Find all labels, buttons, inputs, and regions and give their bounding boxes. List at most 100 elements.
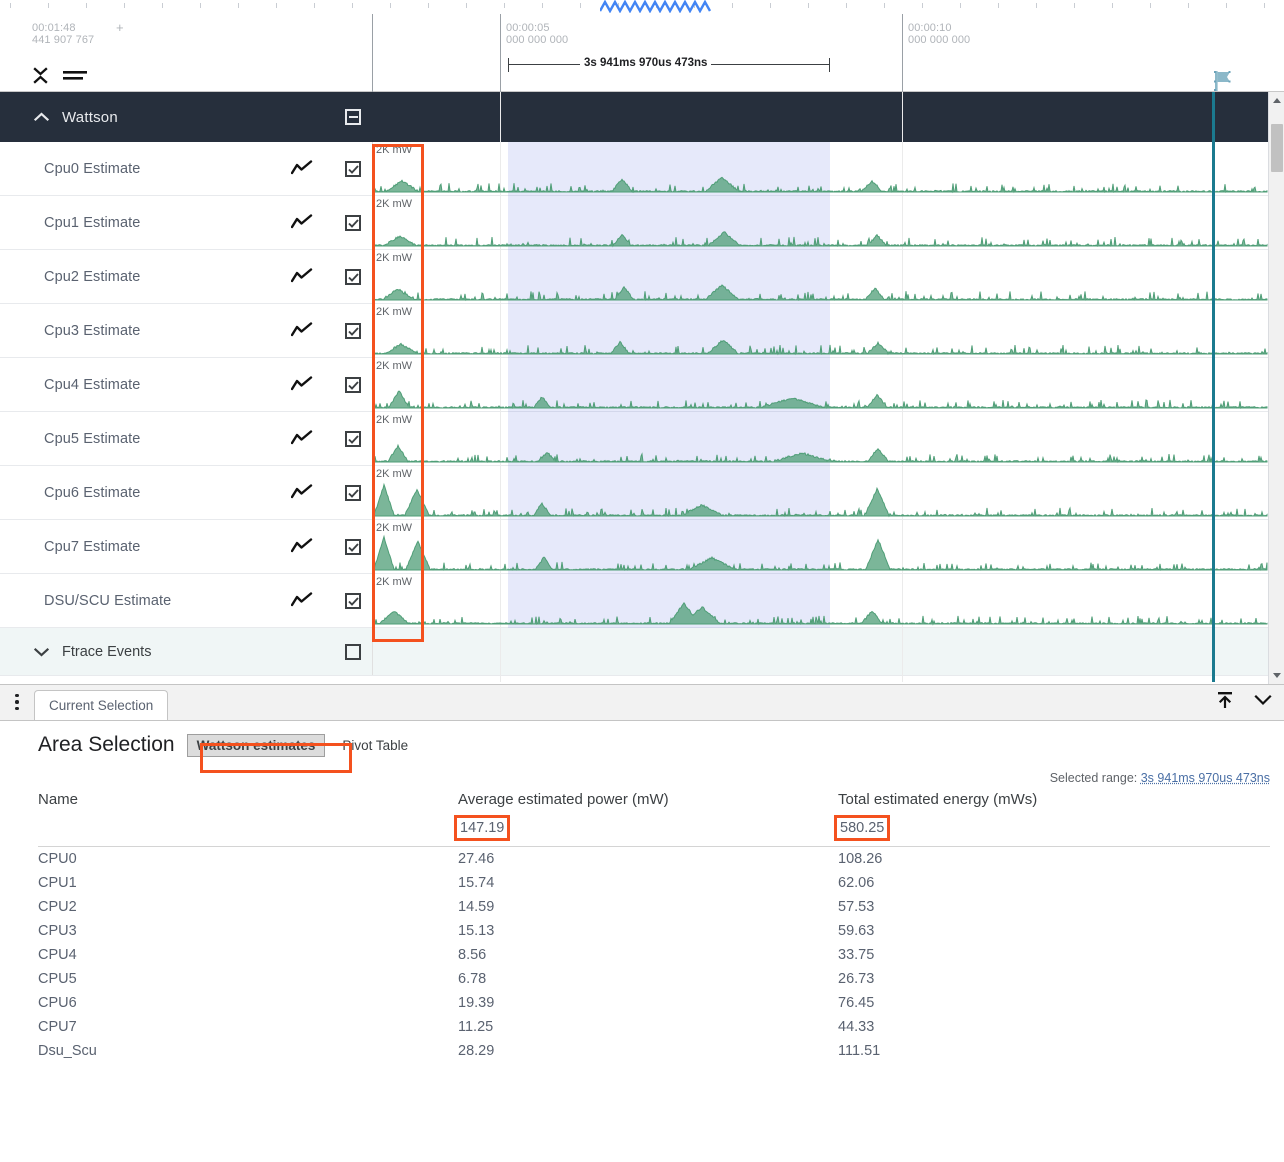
tab-current-selection[interactable]: Current Selection xyxy=(34,690,169,720)
ruler-gridline xyxy=(902,14,903,92)
power-waveform xyxy=(372,534,1268,572)
track-visibility-checkbox[interactable] xyxy=(345,377,361,393)
chart-gridline xyxy=(500,520,501,574)
line-chart-icon[interactable] xyxy=(290,538,313,559)
ruler-origin-time: 00:01:48 441 907 767 xyxy=(32,22,94,46)
scroll-up-button[interactable] xyxy=(1269,92,1284,109)
overview-tick xyxy=(580,3,581,8)
axis-unit-label: 2K mW xyxy=(376,468,413,480)
cell-avg: 8.56 xyxy=(458,947,487,963)
overview-tick-marks xyxy=(0,3,1284,9)
timeline-cursor-line xyxy=(1212,304,1215,358)
axis-unit-label: 2K mW xyxy=(376,252,413,264)
track-row[interactable]: Cpu3 Estimate 2K mW xyxy=(0,304,1268,358)
track-chart-canvas[interactable]: 2K mW xyxy=(372,520,1268,574)
scrollbar-thumb[interactable] xyxy=(1271,124,1283,172)
line-chart-icon[interactable] xyxy=(290,484,313,505)
kebab-menu-icon[interactable] xyxy=(0,684,34,720)
track-row[interactable]: Cpu6 Estimate 2K mW xyxy=(0,466,1268,520)
table-row[interactable]: CPU6 19.39 76.45 xyxy=(38,991,1270,1015)
track-chart-canvas[interactable]: 2K mW xyxy=(372,250,1268,304)
track-row[interactable]: Cpu1 Estimate 2K mW xyxy=(0,196,1268,250)
track-row[interactable]: Cpu2 Estimate 2K mW xyxy=(0,250,1268,304)
table-row[interactable]: CPU2 14.59 57.53 xyxy=(38,895,1270,919)
timeline-scrollbar[interactable] xyxy=(1268,92,1284,684)
group-checkbox[interactable] xyxy=(345,109,361,125)
column-header-name: Name xyxy=(38,791,79,808)
track-visibility-checkbox[interactable] xyxy=(345,215,361,231)
table-row[interactable]: CPU0 27.46 108.26 xyxy=(38,847,1270,872)
cell-avg: 6.78 xyxy=(458,971,487,987)
chart-gridline xyxy=(902,142,903,196)
chevron-up-icon[interactable] xyxy=(32,112,50,122)
track-chart-canvas[interactable]: 2K mW xyxy=(372,574,1268,628)
line-chart-icon[interactable] xyxy=(290,160,313,181)
ruler-gridline xyxy=(372,14,373,92)
overview-minimap[interactable] xyxy=(0,0,1284,14)
timeline-cursor-line xyxy=(1212,466,1215,520)
track-chart-canvas[interactable]: 2K mW xyxy=(372,304,1268,358)
track-label: Cpu0 Estimate xyxy=(44,160,141,177)
subtab-pivot-table[interactable]: Pivot Table xyxy=(342,737,409,753)
line-chart-icon[interactable] xyxy=(290,214,313,235)
collapse-vertical-icon[interactable] xyxy=(32,66,49,90)
timeline-area[interactable]: Wattson Cpu0 Estimate 2K mW Cpu1 Estimate 2… xyxy=(0,92,1284,684)
chevron-down-icon[interactable] xyxy=(1252,689,1274,711)
cell-name: CPU2 xyxy=(38,899,77,915)
collapse-to-top-icon[interactable] xyxy=(1214,689,1236,711)
track-visibility-checkbox[interactable] xyxy=(345,269,361,285)
track-visibility-checkbox[interactable] xyxy=(345,485,361,501)
table-row[interactable]: CPU4 8.56 33.75 xyxy=(38,943,1270,967)
hamburger-lines-icon[interactable] xyxy=(63,68,87,89)
track-visibility-checkbox[interactable] xyxy=(345,161,361,177)
line-chart-icon[interactable] xyxy=(290,322,313,343)
track-row[interactable]: Cpu0 Estimate 2K mW xyxy=(0,142,1268,196)
ftrace-checkbox[interactable] xyxy=(345,644,361,660)
track-chart-canvas[interactable]: 2K mW xyxy=(372,142,1268,196)
table-row[interactable]: CPU3 15.13 59.63 xyxy=(38,919,1270,943)
area-flag-icon[interactable] xyxy=(1212,69,1234,98)
track-row[interactable]: Cpu5 Estimate 2K mW xyxy=(0,412,1268,466)
time-ruler[interactable]: 00:01:48 441 907 767 + 00:00:05 000 000 … xyxy=(0,14,1284,92)
chart-gridline xyxy=(902,574,903,628)
cell-avg: 15.13 xyxy=(458,923,495,939)
subtab-wattson-estimates[interactable]: Wattson estimates xyxy=(186,733,326,757)
chart-gridline xyxy=(500,466,501,520)
track-group-wattson[interactable]: Wattson xyxy=(0,92,1268,142)
scroll-down-button[interactable] xyxy=(1269,667,1284,684)
chevron-down-icon[interactable] xyxy=(32,647,50,657)
ruler-mark-1-line2: 000 000 000 xyxy=(908,34,971,46)
track-visibility-checkbox[interactable] xyxy=(345,431,361,447)
track-chart-canvas[interactable]: 2K mW xyxy=(372,412,1268,466)
axis-unit-label: 2K mW xyxy=(376,576,413,588)
line-chart-icon[interactable] xyxy=(290,592,313,613)
track-label: Cpu4 Estimate xyxy=(44,376,141,393)
track-row[interactable]: Cpu4 Estimate 2K mW xyxy=(0,358,1268,412)
track-row[interactable]: Cpu7 Estimate 2K mW xyxy=(0,520,1268,574)
cell-avg: 28.29 xyxy=(458,1043,495,1059)
track-chart-canvas[interactable]: 2K mW xyxy=(372,196,1268,250)
track-visibility-checkbox[interactable] xyxy=(345,539,361,555)
line-chart-icon[interactable] xyxy=(290,376,313,397)
cell-energy: 111.51 xyxy=(838,1043,881,1059)
track-row[interactable]: DSU/SCU Estimate 2K mW xyxy=(0,574,1268,628)
cell-avg: 27.46 xyxy=(458,851,495,867)
line-chart-icon[interactable] xyxy=(290,268,313,289)
table-row[interactable]: CPU7 11.25 44.33 xyxy=(38,1015,1270,1039)
table-row[interactable]: CPU5 6.78 26.73 xyxy=(38,967,1270,991)
chart-gridline xyxy=(902,304,903,358)
line-chart-icon[interactable] xyxy=(290,430,313,451)
track-label: Cpu2 Estimate xyxy=(44,268,141,285)
track-chart-canvas[interactable]: 2K mW xyxy=(372,466,1268,520)
track-visibility-checkbox[interactable] xyxy=(345,593,361,609)
chart-gridline xyxy=(902,466,903,520)
table-row[interactable]: Dsu_Scu 28.29 111.51 xyxy=(38,1039,1270,1063)
table-row[interactable]: CPU1 15.74 62.06 xyxy=(38,871,1270,895)
track-visibility-checkbox[interactable] xyxy=(345,323,361,339)
selected-range-value[interactable]: 3s 941ms 970us 473ns xyxy=(1140,771,1270,785)
overview-tick xyxy=(200,3,201,8)
track-group-ftrace[interactable]: Ftrace Events xyxy=(0,628,1268,682)
track-chart-canvas[interactable]: 2K mW xyxy=(372,358,1268,412)
overview-tick xyxy=(884,3,885,8)
track-label: Cpu1 Estimate xyxy=(44,214,141,231)
